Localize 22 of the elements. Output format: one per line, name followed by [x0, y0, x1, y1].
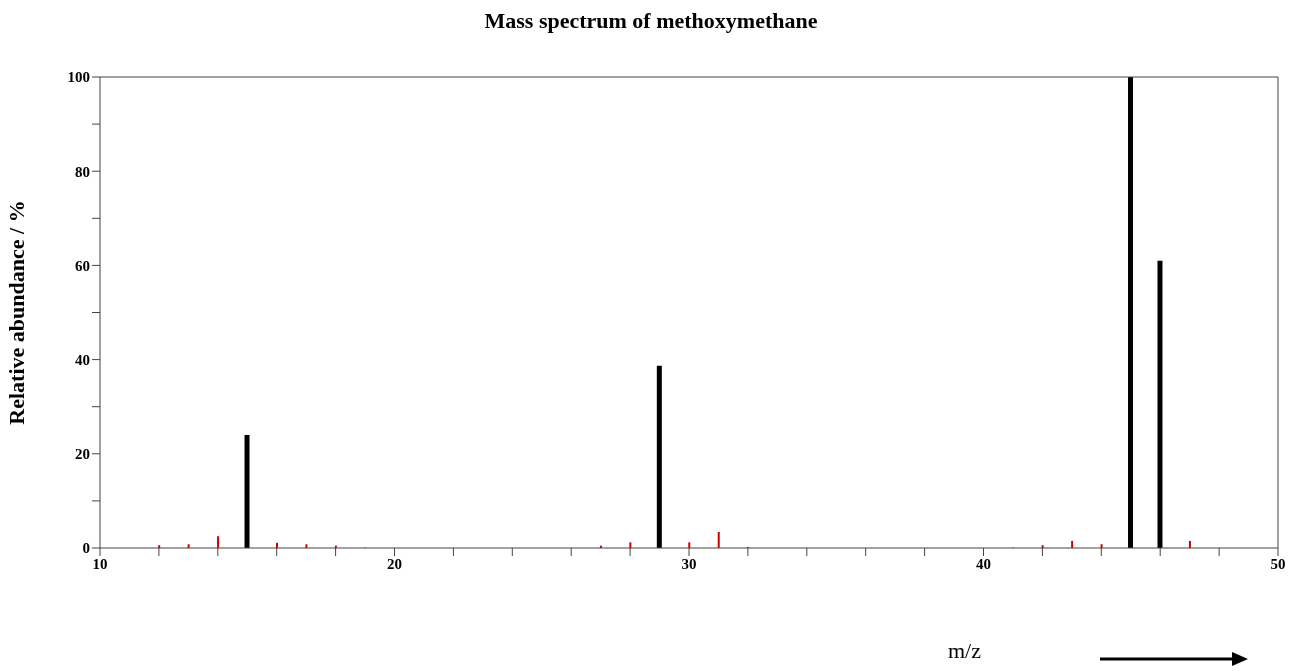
x-tick-label: 30	[681, 555, 697, 572]
bar	[244, 434, 250, 548]
bar	[217, 536, 220, 548]
y-tick-label: 0	[82, 540, 90, 557]
y-axis-title: Relative abundance / %	[3, 200, 29, 425]
bar	[656, 365, 662, 548]
bar	[1128, 77, 1134, 548]
bar	[717, 531, 720, 548]
x-axis-title: m/z	[948, 638, 981, 664]
x-tick-label: 20	[387, 555, 402, 572]
y-tick-label: 20	[75, 446, 90, 463]
bar	[688, 542, 691, 548]
bar	[1157, 260, 1163, 548]
x-tick-label: 50	[1270, 555, 1286, 572]
x-tick-label: 10	[92, 555, 108, 572]
y-tick-label: 60	[75, 257, 90, 274]
x-tick-label: 40	[976, 555, 991, 572]
y-tick-label: 100	[67, 69, 90, 86]
bar	[629, 542, 632, 548]
y-tick-label: 80	[75, 163, 90, 180]
chart-title: Mass spectrum of methoxymethane	[483, 8, 819, 35]
y-tick-label: 40	[75, 351, 90, 368]
